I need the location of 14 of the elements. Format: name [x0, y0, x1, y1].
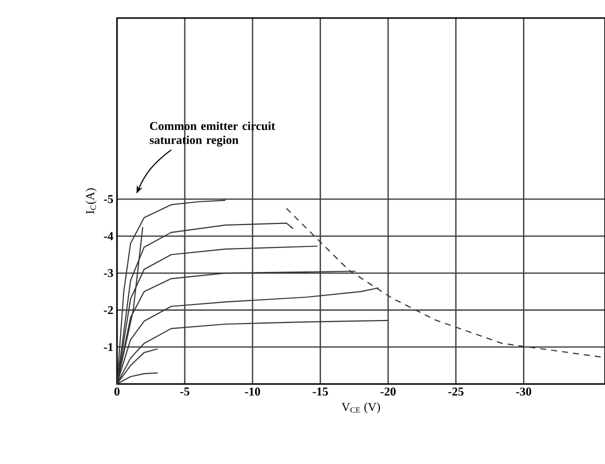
- x-tick-label: -30: [516, 388, 532, 396]
- y-tick-label: -4: [104, 232, 114, 240]
- x-tick-label: -10: [244, 388, 260, 396]
- x-tick-label: -5: [180, 388, 190, 396]
- y-tick-label: -5: [104, 195, 114, 204]
- y-tick-label: -3: [104, 269, 114, 278]
- x-tick-label: -20: [380, 388, 396, 396]
- x-tick-label: -15: [312, 388, 328, 396]
- x-tick-label: 0: [114, 388, 120, 396]
- y-tick-label: -1: [104, 343, 113, 351]
- y-axis-title: I$_{C}$(A): [86, 188, 97, 214]
- x-axis-title: V$_{CE}$ (V): [342, 402, 380, 414]
- x-tick-label: -25: [448, 388, 464, 396]
- y-tick-label: -2: [104, 306, 113, 314]
